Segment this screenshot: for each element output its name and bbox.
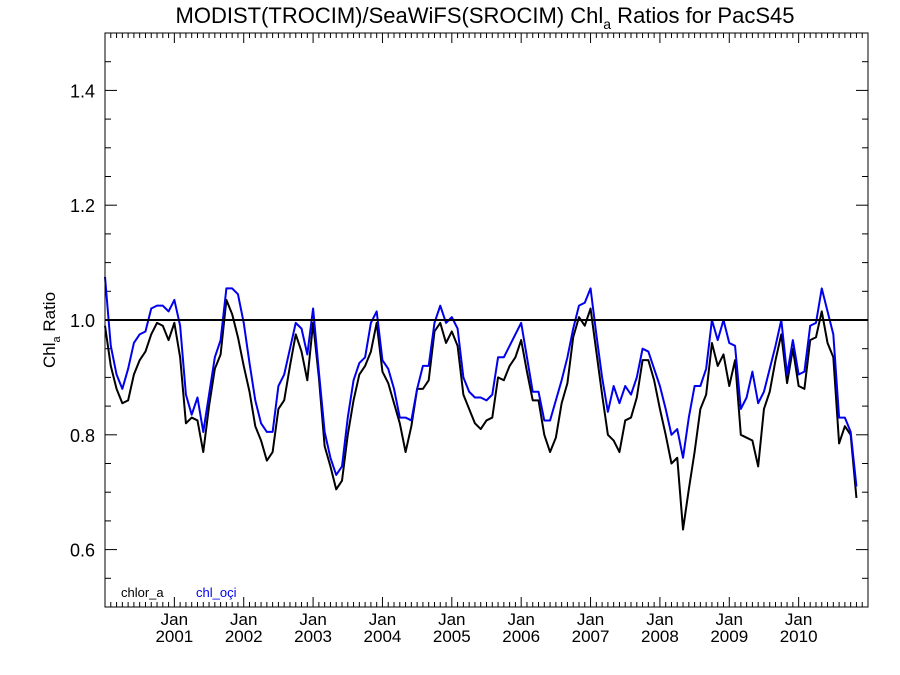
x-tick-label-year: 2002 xyxy=(225,627,263,646)
legend-chlor-a: chlor_a xyxy=(121,585,164,600)
x-tick-label-month: Jan xyxy=(299,610,326,629)
x-tick-label-month: Jan xyxy=(230,610,257,629)
x-axis-ticks: Jan2001Jan2002Jan2003Jan2004Jan2005Jan20… xyxy=(104,33,869,646)
x-tick-label-month: Jan xyxy=(369,610,396,629)
legend: chlor_a chl_oçi xyxy=(121,585,237,600)
x-tick-label-month: Jan xyxy=(716,610,743,629)
y-axis-label: Chla Ratio xyxy=(40,292,63,368)
series-line-chl-oci xyxy=(104,276,858,487)
x-tick-label-year: 2005 xyxy=(433,627,471,646)
x-tick-label-month: Jan xyxy=(785,610,812,629)
legend-chl-oci: chl_oçi xyxy=(196,585,237,600)
y-axis-label-main: Chl xyxy=(40,343,59,369)
chart-title-subscript: a xyxy=(603,16,611,32)
x-tick-label-year: 2004 xyxy=(364,627,402,646)
y-tick-label: 1.0 xyxy=(70,311,95,331)
x-tick-label-year: 2010 xyxy=(780,627,818,646)
x-tick-label-year: 2009 xyxy=(710,627,748,646)
plot-frame xyxy=(104,32,869,608)
y-tick-label: 0.6 xyxy=(70,541,95,561)
x-tick-label-month: Jan xyxy=(646,610,673,629)
y-tick-label: 1.4 xyxy=(70,81,95,101)
x-tick-label-year: 2008 xyxy=(641,627,679,646)
chart-title-main: MODIST(TROCIM)/SeaWiFS(SROCIM) Chl xyxy=(176,3,604,28)
y-axis-label-suffix: Ratio xyxy=(40,292,59,336)
chart-title: MODIST(TROCIM)/SeaWiFS(SROCIM) Chla Rati… xyxy=(176,3,795,32)
x-tick-label-month: Jan xyxy=(577,610,604,629)
x-tick-label-year: 2003 xyxy=(294,627,332,646)
x-tick-label-year: 2001 xyxy=(155,627,193,646)
x-tick-label-month: Jan xyxy=(507,610,534,629)
chart-title-suffix: Ratios for PacS45 xyxy=(611,3,794,28)
y-tick-label: 0.8 xyxy=(70,426,95,446)
x-tick-label-year: 2006 xyxy=(502,627,540,646)
series-layer xyxy=(104,276,858,531)
y-axis-label-subscript: a xyxy=(51,336,63,343)
x-tick-label-year: 2007 xyxy=(572,627,610,646)
x-tick-label-month: Jan xyxy=(161,610,188,629)
y-axis-ticks: 0.6 0.8 1.0 1.2 1.4 xyxy=(70,61,868,579)
x-tick-label-month: Jan xyxy=(438,610,465,629)
y-tick-label: 1.2 xyxy=(70,196,95,216)
series-line-chlor-a xyxy=(104,298,858,531)
